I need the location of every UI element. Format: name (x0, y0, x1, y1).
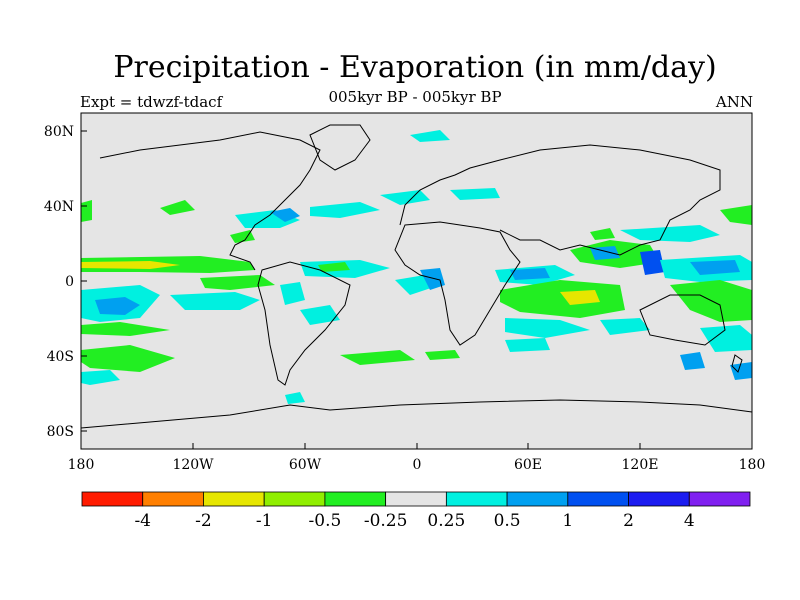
patch-cyan (450, 188, 500, 200)
coastlines (80, 124, 753, 429)
patch-blue (270, 208, 300, 222)
colorbar-label: -0.25 (364, 511, 408, 531)
patch-blue (730, 362, 752, 380)
patch-blue (590, 246, 620, 260)
patch-cyan (285, 392, 305, 404)
x-tick-label: 120W (172, 457, 214, 473)
colorbar-swatch (688, 491, 751, 507)
map-panel: 80N 40N 0 40S 80S 180 120W 60W 0 60E 120… (44, 112, 766, 473)
colorbar-swatch (203, 491, 265, 507)
x-tick-label: 180 (68, 457, 95, 473)
coast-australia (639, 294, 726, 346)
coast-greenland (309, 124, 371, 171)
coast-africa (394, 221, 521, 346)
patch-cyan (380, 190, 430, 205)
patch-blue (680, 352, 705, 370)
colorbar-label: 2 (623, 511, 634, 531)
colorbar-label: 0.5 (494, 511, 521, 531)
patch-green (81, 345, 175, 372)
patch-cyan (81, 370, 120, 385)
patch-cyan (505, 318, 590, 338)
patch-cyan (410, 130, 450, 142)
experiment-label: Expt = tdwzf-tdacf (80, 93, 223, 111)
patch-green (230, 230, 255, 243)
x-tick-label: 60E (514, 457, 542, 473)
patch-blue (690, 260, 740, 275)
x-tick-label: 120E (622, 457, 659, 473)
colorbar-label: -1 (256, 511, 273, 531)
patch-yellow (560, 290, 600, 305)
colorbar-label: -4 (134, 511, 151, 531)
x-tick-label: 60W (289, 457, 322, 473)
patch-blue (420, 268, 445, 290)
patch-cyan (700, 325, 752, 352)
y-tick-label: 40S (47, 349, 74, 365)
patch-green (81, 200, 92, 222)
patch-cyan (280, 282, 305, 305)
y-axis (81, 130, 87, 432)
y-tick-label: 0 (65, 274, 74, 290)
colorbar: -4 -2 -1 -0.5 -0.25 0.25 0.5 1 2 4 (81, 491, 751, 531)
x-tick-label: 180 (739, 457, 766, 473)
colorbar-swatch (385, 491, 447, 507)
colorbar-swatch (142, 491, 204, 507)
y-tick-label: 80S (47, 424, 74, 440)
patch-green (425, 350, 460, 360)
x-tick-label: 0 (413, 457, 422, 473)
colorbar-swatch (567, 491, 629, 507)
patch-green (160, 200, 195, 215)
patch-green (590, 228, 615, 240)
colorbar-label: -0.5 (309, 511, 342, 531)
y-tick-label: 40N (44, 199, 74, 215)
x-axis (192, 443, 641, 449)
colorbar-swatch (324, 491, 387, 507)
anomaly-patches (81, 130, 752, 404)
chart-title: Precipitation - Evaporation (in mm/day) (113, 50, 717, 85)
patch-green (720, 205, 752, 225)
coast-antarctica (80, 399, 753, 429)
patch-cyan (620, 225, 720, 242)
colorbar-label: 1 (562, 511, 573, 531)
patch-green (500, 280, 625, 318)
patch-cyan (600, 318, 650, 335)
patch-cyan (310, 202, 380, 218)
colorbar-swatch (81, 491, 144, 507)
patch-cyan (300, 305, 340, 325)
patch-blue (510, 268, 550, 280)
colorbar-label: 0.25 (427, 511, 465, 531)
colorbar-label: 4 (684, 511, 695, 531)
season-label: ANN (715, 93, 753, 111)
colorbar-swatch (628, 491, 690, 507)
y-tick-label: 80N (44, 124, 74, 140)
patch-cyan (505, 338, 550, 352)
patch-cyan (170, 292, 260, 310)
coast-north-america (99, 131, 321, 271)
coast-europe-asia (399, 144, 721, 256)
colorbar-swatch (263, 491, 326, 507)
colorbar-swatch (445, 491, 508, 507)
colorbar-label: -2 (195, 511, 212, 531)
coast-south-america (257, 261, 351, 386)
patch-yellow (81, 261, 180, 269)
patch-green (200, 275, 275, 290)
patch-green (340, 350, 415, 365)
patch-green (318, 262, 350, 272)
patch-blue (640, 250, 665, 275)
chart-subtitle: 005kyr BP - 005kyr BP (328, 88, 502, 106)
patch-green (81, 322, 170, 336)
colorbar-swatch (506, 491, 569, 507)
coast-new-zealand (731, 354, 743, 373)
patch-blue (95, 297, 140, 315)
